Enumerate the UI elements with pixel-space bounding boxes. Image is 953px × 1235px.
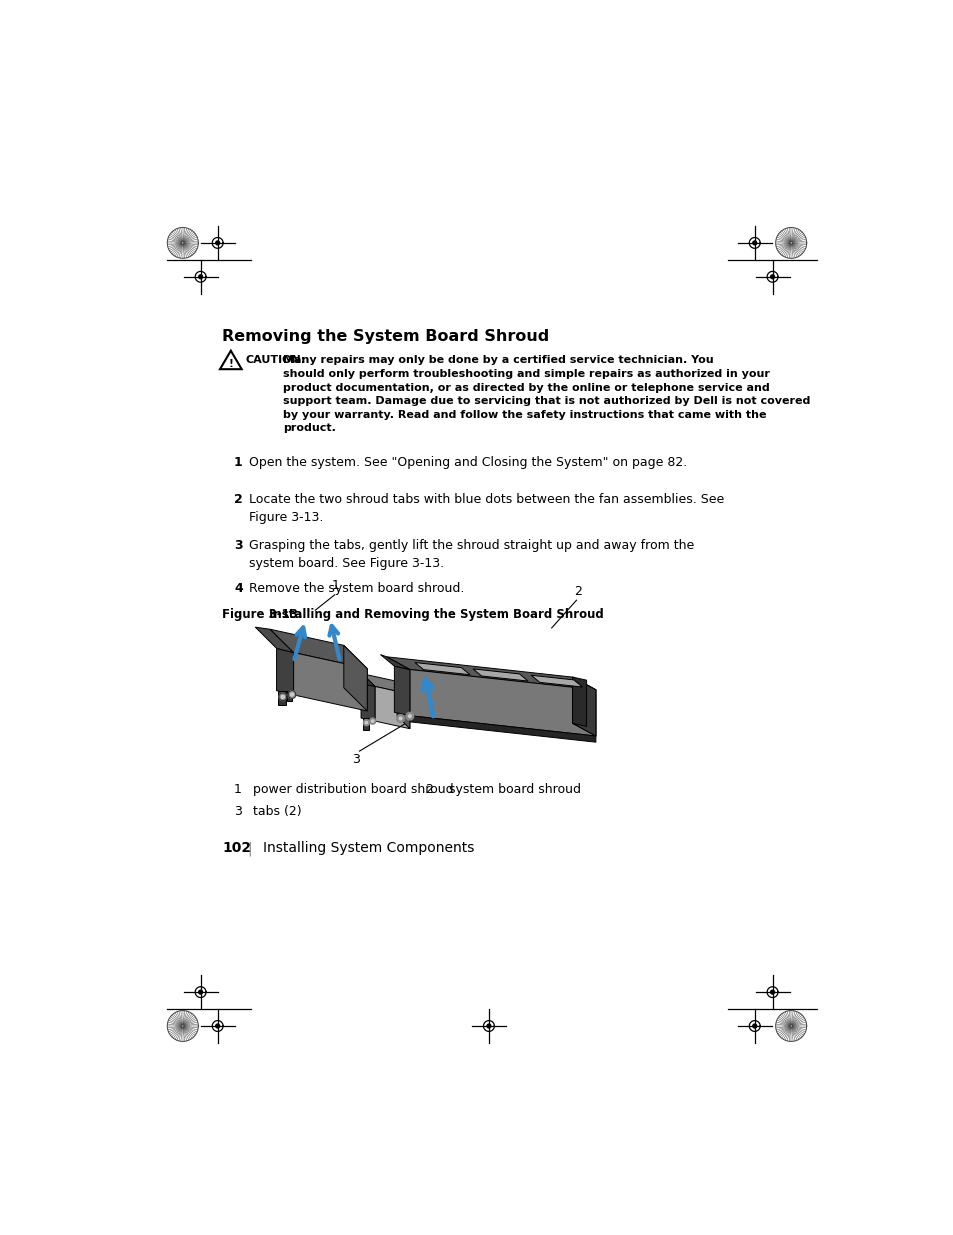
Polygon shape	[371, 720, 374, 722]
Polygon shape	[406, 713, 414, 720]
Polygon shape	[281, 695, 284, 698]
Polygon shape	[350, 673, 375, 687]
Polygon shape	[198, 275, 202, 279]
Polygon shape	[752, 1024, 756, 1028]
Text: tabs (2): tabs (2)	[253, 805, 302, 818]
Polygon shape	[278, 693, 286, 700]
Text: Installing and Removing the System Board Shroud: Installing and Removing the System Board…	[269, 608, 603, 621]
Polygon shape	[362, 718, 369, 730]
Text: power distribution board shroud: power distribution board shroud	[253, 783, 454, 797]
Text: 1: 1	[233, 456, 242, 469]
Text: Grasping the tabs, gently lift the shroud straight up and away from the
system b: Grasping the tabs, gently lift the shrou…	[249, 540, 694, 569]
Polygon shape	[386, 657, 596, 690]
Polygon shape	[415, 662, 470, 674]
Text: system board shroud: system board shroud	[448, 783, 580, 797]
Text: Locate the two shroud tabs with blue dots between the fan assemblies. See
Figure: Locate the two shroud tabs with blue dot…	[249, 493, 724, 524]
Polygon shape	[288, 690, 295, 698]
Polygon shape	[394, 666, 410, 716]
Text: 2: 2	[574, 585, 581, 598]
Polygon shape	[572, 677, 586, 726]
Polygon shape	[396, 715, 404, 722]
Polygon shape	[770, 990, 774, 994]
Text: 3: 3	[352, 753, 359, 767]
Polygon shape	[198, 990, 202, 994]
Polygon shape	[752, 241, 756, 245]
Text: CAUTION:: CAUTION:	[245, 356, 306, 366]
Text: Installing System Components: Installing System Components	[262, 841, 474, 855]
Polygon shape	[531, 676, 581, 687]
Polygon shape	[278, 690, 286, 704]
Polygon shape	[294, 652, 367, 711]
Text: 3: 3	[233, 805, 241, 818]
Polygon shape	[365, 721, 367, 724]
Text: 3: 3	[233, 540, 242, 552]
Polygon shape	[360, 683, 375, 721]
Polygon shape	[396, 682, 410, 729]
Polygon shape	[572, 677, 596, 736]
Polygon shape	[363, 720, 369, 726]
Polygon shape	[410, 716, 596, 742]
Polygon shape	[276, 648, 294, 695]
Polygon shape	[398, 718, 401, 720]
Polygon shape	[375, 687, 410, 729]
Polygon shape	[291, 693, 294, 697]
Polygon shape	[572, 677, 596, 736]
Polygon shape	[486, 1024, 491, 1028]
Text: Remove the system board shroud.: Remove the system board shroud.	[249, 582, 464, 595]
Polygon shape	[343, 646, 367, 711]
Polygon shape	[270, 630, 367, 668]
Polygon shape	[215, 241, 219, 245]
Text: |: |	[247, 841, 252, 856]
Text: !: !	[228, 359, 233, 369]
Polygon shape	[287, 690, 292, 701]
Polygon shape	[215, 1024, 219, 1028]
Polygon shape	[770, 275, 774, 279]
Text: 1: 1	[233, 783, 241, 797]
Text: Open the system. See "Opening and Closing the System" on page 82.: Open the system. See "Opening and Closin…	[249, 456, 687, 469]
Text: 2: 2	[425, 783, 433, 797]
Polygon shape	[369, 718, 375, 724]
Text: 1: 1	[332, 579, 339, 593]
Text: 102: 102	[222, 841, 252, 855]
Polygon shape	[408, 715, 411, 718]
Polygon shape	[410, 669, 596, 736]
Polygon shape	[255, 627, 294, 652]
Polygon shape	[473, 669, 528, 680]
Polygon shape	[362, 674, 410, 694]
Text: Figure 3-13.: Figure 3-13.	[222, 608, 302, 621]
Text: Removing the System Board Shroud: Removing the System Board Shroud	[222, 330, 549, 345]
Text: Many repairs may only be done by a certified service technician. You
should only: Many repairs may only be done by a certi…	[282, 356, 809, 433]
Polygon shape	[380, 655, 410, 669]
Text: 2: 2	[233, 493, 242, 506]
Text: 4: 4	[233, 582, 242, 595]
